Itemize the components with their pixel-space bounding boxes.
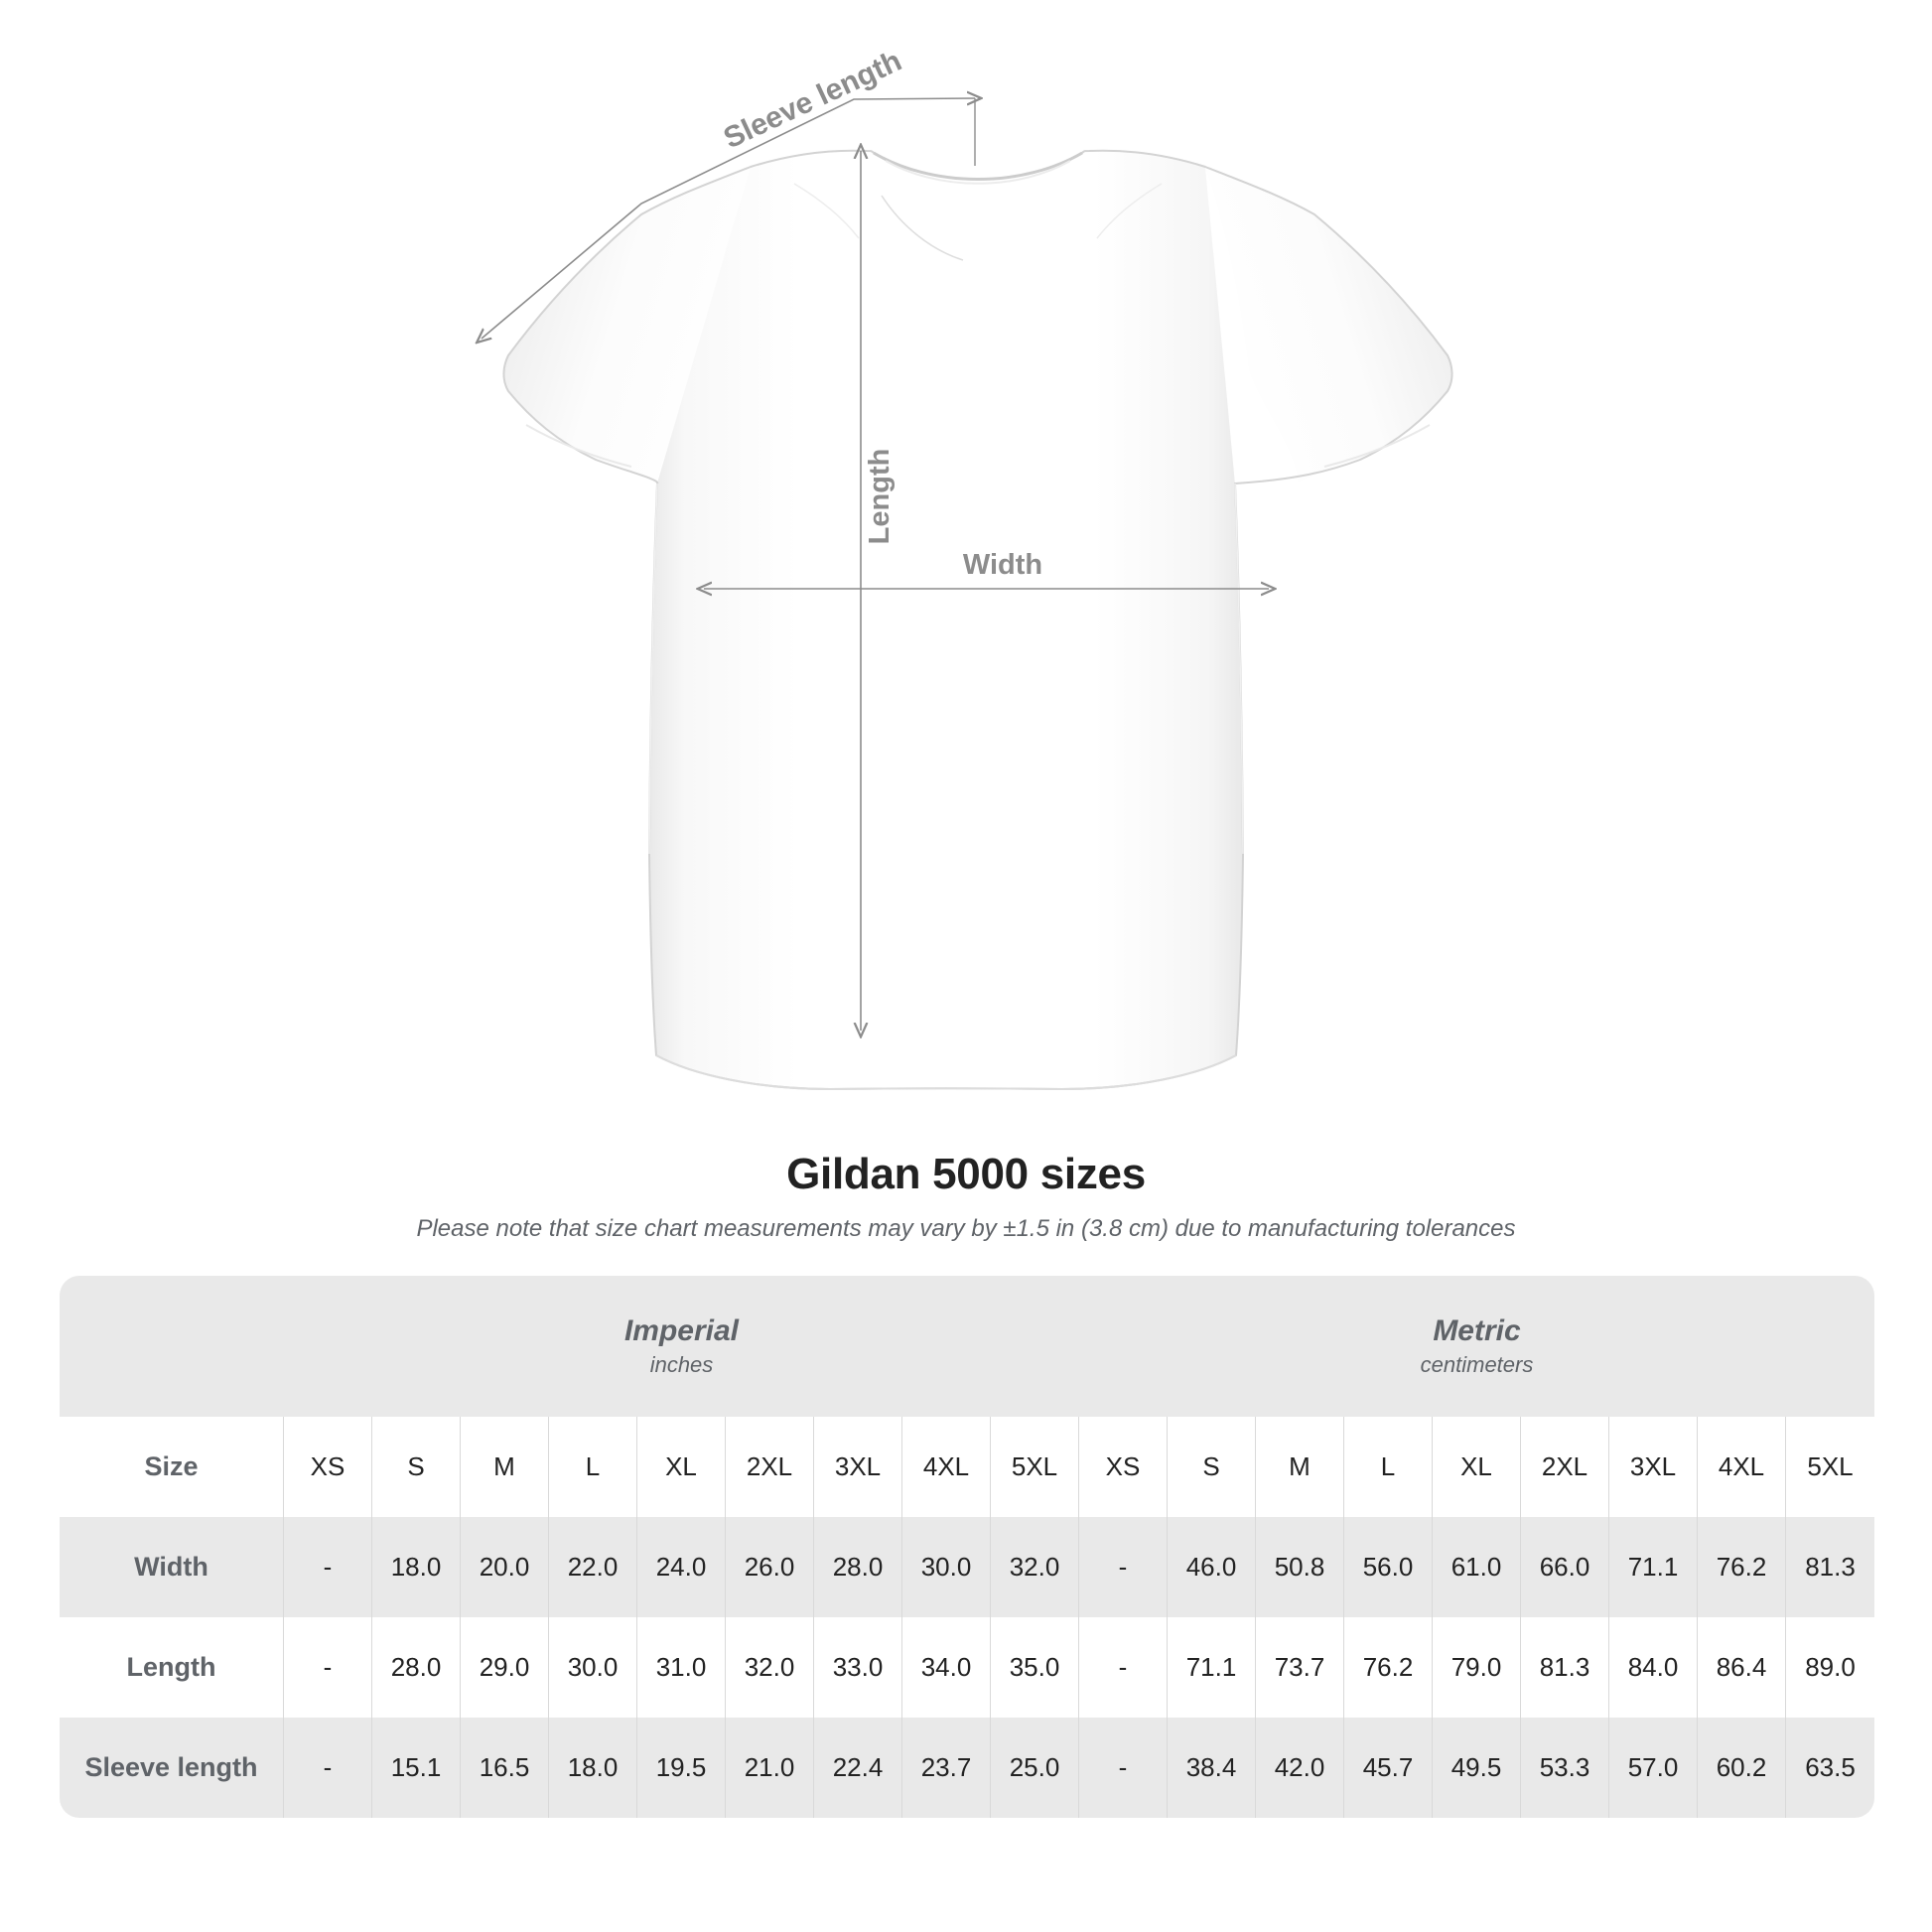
svg-text:Width: Width [963,549,1042,581]
svg-text:Length: Length [864,449,896,545]
